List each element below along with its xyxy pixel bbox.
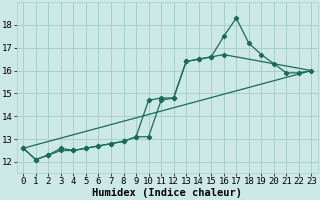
X-axis label: Humidex (Indice chaleur): Humidex (Indice chaleur) — [92, 188, 242, 198]
